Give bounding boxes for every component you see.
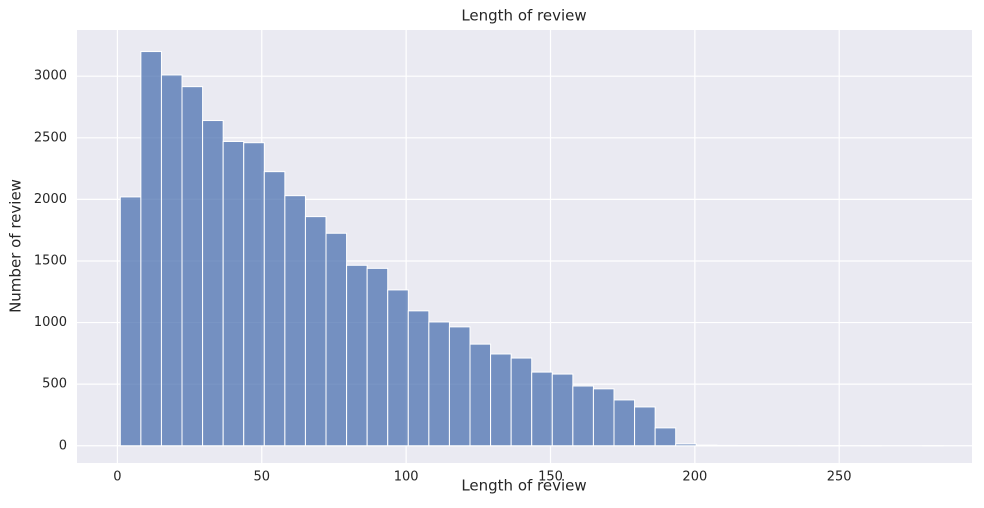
y-tick-label: 3000: [34, 69, 67, 84]
bar: [326, 233, 347, 445]
x-axis-label: Length of review: [461, 477, 586, 495]
bar: [696, 445, 717, 446]
bar: [491, 354, 512, 446]
x-tick-label: 50: [254, 470, 271, 485]
bar: [347, 265, 368, 445]
y-tick-label: 0: [59, 438, 67, 453]
x-tick-label: 250: [827, 470, 852, 485]
y-tick-label: 2500: [34, 130, 67, 145]
bar: [182, 87, 203, 446]
bar: [244, 143, 265, 446]
bar: [635, 407, 656, 446]
bar: [203, 121, 224, 446]
bar: [408, 311, 429, 446]
bar: [470, 344, 491, 446]
bar: [264, 172, 285, 446]
bar: [285, 196, 306, 446]
x-tick-label: 150: [538, 470, 563, 485]
bar: [161, 75, 182, 446]
bar: [120, 197, 141, 446]
bar: [223, 141, 244, 445]
y-tick-label: 500: [42, 377, 67, 392]
bar: [449, 327, 470, 446]
x-tick-label: 200: [682, 470, 707, 485]
bar: [141, 52, 162, 446]
x-tick-label: 100: [394, 470, 419, 485]
bar: [593, 389, 614, 446]
y-tick-label: 1500: [34, 253, 67, 268]
y-tick-label: 1000: [34, 315, 67, 330]
bar: [429, 322, 450, 446]
bar: [388, 290, 409, 446]
x-tick-label: 0: [113, 470, 121, 485]
bar: [655, 428, 676, 446]
bar: [552, 374, 573, 446]
bar: [367, 268, 388, 445]
bar: [305, 217, 326, 446]
chart-title: Length of review: [461, 7, 586, 25]
bar: [614, 400, 635, 446]
y-axis-label: Number of review: [7, 179, 25, 313]
y-tick-label: 2000: [34, 192, 67, 207]
bar: [573, 386, 594, 446]
bar: [511, 358, 532, 446]
bar: [532, 372, 553, 446]
bar: [676, 444, 697, 446]
